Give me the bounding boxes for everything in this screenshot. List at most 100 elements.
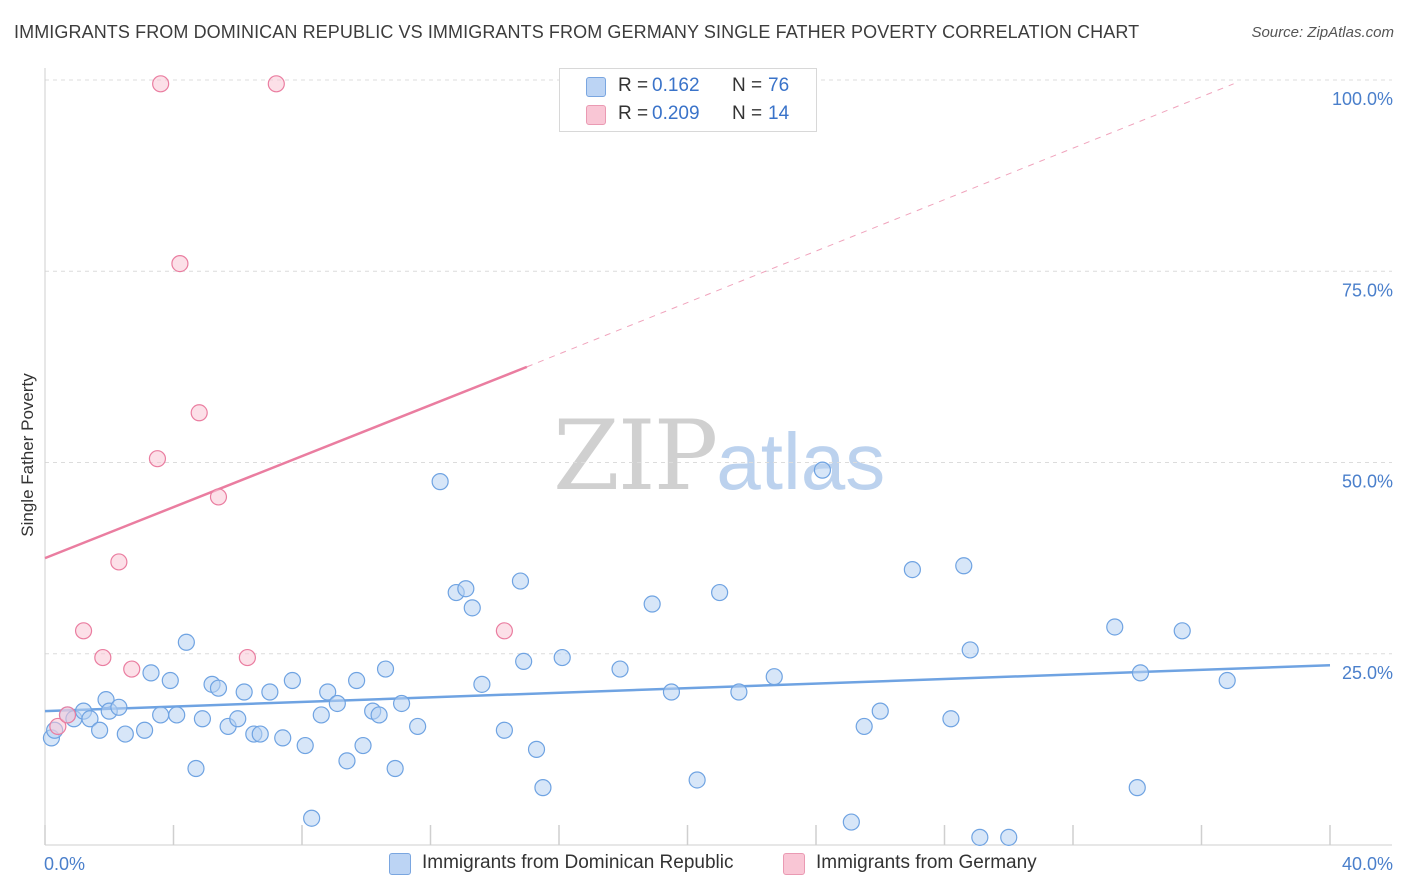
- bottom-legend-swatch-dominican: [389, 853, 411, 875]
- data-point-series-0: [1106, 618, 1124, 636]
- y-tick-label: 100.0%: [1332, 89, 1393, 109]
- source-credit: Source: ZipAtlas.com: [1251, 24, 1394, 41]
- data-point-series-0: [842, 813, 860, 831]
- data-point-series-0: [261, 683, 279, 701]
- trend-lines: [44, 83, 1331, 713]
- data-point-series-0: [942, 710, 960, 728]
- data-point-series-0: [142, 664, 160, 682]
- data-point-series-0: [348, 671, 366, 690]
- data-point-series-1: [209, 488, 228, 506]
- axes: [44, 68, 1392, 846]
- data-point-series-0: [473, 675, 491, 693]
- data-point-series-0: [116, 725, 134, 743]
- legend-r-value: 0.209: [652, 103, 700, 124]
- data-point-series-1: [190, 404, 208, 422]
- data-point-series-1: [58, 706, 77, 724]
- bottom-legend-swatch-germany: [783, 853, 805, 875]
- y-tick-label: 25.0%: [1342, 663, 1393, 683]
- watermark-zip: ZIP: [553, 400, 718, 512]
- data-point-series-1: [148, 450, 167, 468]
- data-point-series-0: [1173, 622, 1191, 640]
- x-tick-label-min: 0.0%: [44, 854, 85, 874]
- data-point-series-0: [251, 725, 269, 743]
- correlation-legend: R = 0.162 N = 76 R = 0.209 N = 14: [559, 68, 817, 132]
- data-point-series-0: [961, 641, 979, 659]
- data-point-series-0: [711, 583, 729, 602]
- data-point-series-0: [688, 771, 706, 789]
- data-point-series-0: [193, 710, 212, 728]
- data-point-series-0: [168, 706, 186, 724]
- data-point-series-0: [386, 759, 404, 778]
- data-point-series-1: [152, 75, 170, 93]
- data-point-series-1: [74, 622, 93, 640]
- y-tick-label: 75.0%: [1342, 280, 1393, 300]
- data-point-series-0: [643, 595, 661, 613]
- data-point-series-0: [354, 736, 372, 755]
- data-point-series-0: [177, 633, 195, 651]
- trend-line-series-1: [44, 365, 528, 560]
- data-point-series-0: [431, 473, 449, 491]
- data-point-series-0: [296, 736, 314, 755]
- data-point-series-1: [94, 648, 112, 667]
- data-point-series-0: [91, 721, 109, 739]
- data-point-series-0: [392, 694, 411, 713]
- data-point-series-0: [855, 717, 873, 736]
- data-point-series-0: [1128, 779, 1146, 797]
- legend-n-label: N =: [732, 103, 763, 124]
- legend-swatch-germany: [586, 105, 606, 125]
- data-point-series-0: [495, 721, 513, 739]
- data-point-series-0: [871, 702, 889, 720]
- legend-r-label: R =: [618, 103, 649, 124]
- data-point-series-0: [1000, 828, 1018, 846]
- data-point-series-1: [171, 255, 189, 273]
- data-point-series-0: [457, 580, 475, 598]
- data-point-series-0: [135, 721, 154, 739]
- data-point-series-0: [511, 572, 530, 590]
- data-point-series-0: [463, 599, 481, 617]
- legend-r-label: R =: [618, 75, 649, 96]
- data-point-series-1: [238, 648, 256, 667]
- trend-line-series-0: [44, 663, 1331, 713]
- data-point-series-0: [955, 557, 973, 575]
- data-point-series-1: [49, 717, 67, 736]
- watermark: ZIPatlas: [553, 400, 885, 512]
- data-point-series-1: [123, 660, 141, 678]
- data-point-series-0: [229, 710, 247, 728]
- data-point-series-0: [152, 706, 170, 724]
- data-point-series-0: [1218, 671, 1236, 690]
- data-point-series-0: [328, 694, 346, 713]
- data-point-series-0: [312, 706, 330, 724]
- data-point-series-0: [971, 828, 989, 846]
- data-point-series-0: [903, 560, 921, 579]
- data-point-series-0: [274, 729, 292, 747]
- data-point-series-0: [515, 652, 533, 671]
- legend-r-value: 0.162: [652, 75, 700, 96]
- legend-n-value: 14: [768, 103, 790, 124]
- legend-swatch-dominican: [586, 77, 606, 97]
- data-point-series-0: [370, 706, 388, 724]
- chart-title: IMMIGRANTS FROM DOMINICAN REPUBLIC VS IM…: [14, 22, 1140, 42]
- x-tick-label-max: 40.0%: [1342, 854, 1393, 874]
- bottom-legend-label-germany: Immigrants from Germany: [816, 852, 1037, 873]
- data-point-series-0: [813, 461, 832, 479]
- data-point-series-0: [730, 683, 748, 701]
- bottom-legend-label-dominican: Immigrants from Dominican Republic: [422, 852, 734, 873]
- data-point-series-1: [110, 553, 128, 571]
- data-point-series-0: [527, 740, 546, 758]
- data-point-series-0: [209, 679, 228, 697]
- data-point-series-0: [161, 671, 179, 690]
- data-points: [42, 75, 1236, 846]
- grid-lines: [45, 79, 1392, 655]
- watermark-atlas: atlas: [716, 417, 886, 506]
- data-point-series-0: [376, 660, 395, 678]
- data-point-series-0: [338, 752, 356, 770]
- data-point-series-0: [81, 710, 99, 728]
- data-point-series-0: [409, 717, 427, 736]
- data-point-series-1: [495, 622, 513, 640]
- data-point-series-0: [283, 671, 301, 690]
- data-point-series-0: [235, 683, 253, 701]
- y-tick-label: 50.0%: [1342, 472, 1393, 492]
- data-point-series-0: [611, 660, 629, 678]
- legend-n-label: N =: [732, 75, 763, 96]
